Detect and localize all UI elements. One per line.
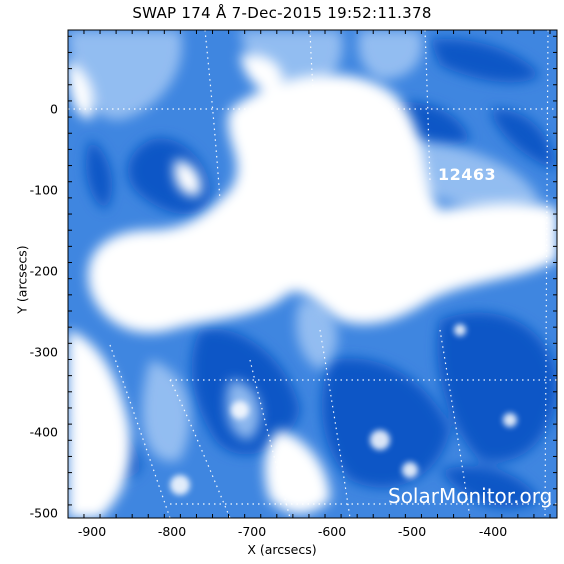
- region-label-12463: 12463: [438, 165, 497, 184]
- y-axis-label: Y (arcsecs): [14, 245, 30, 314]
- x-tick-label: -700: [237, 524, 267, 539]
- watermark-text: SolarMonitor.org: [388, 484, 553, 508]
- y-tick-label: -300: [29, 344, 58, 360]
- y-tick-label: -400: [29, 424, 58, 440]
- y-tick-label: -500: [29, 505, 58, 521]
- y-tick-label: -100: [29, 182, 58, 198]
- x-axis-label: X (arcsecs): [247, 542, 317, 557]
- region-label-12464: 12464: [283, 178, 342, 197]
- x-tick-label: -600: [317, 524, 347, 539]
- x-tick-label: -800: [157, 524, 187, 539]
- y-tick-label: -200: [29, 263, 58, 279]
- x-tick-label: -400: [478, 524, 508, 539]
- plot-title: SWAP 174 Å 7-Dec-2015 19:52:11.378: [132, 4, 432, 22]
- x-tick-label: -500: [397, 524, 427, 539]
- x-tick-label: -900: [77, 524, 107, 539]
- y-tick-label: 0: [50, 101, 58, 117]
